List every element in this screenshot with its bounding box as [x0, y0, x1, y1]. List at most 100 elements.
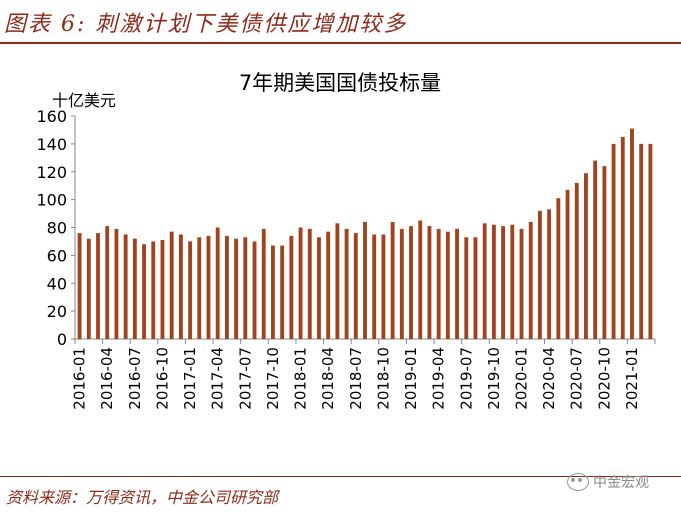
bar — [344, 228, 349, 339]
x-tick-label: 2021-01 — [623, 347, 641, 410]
bar — [436, 228, 441, 339]
bar-chart: 7年期美国国债投标量 十亿美元 0 20 40 60 80 100 120 140 160 201… — [36, 71, 656, 410]
bar — [519, 228, 524, 339]
x-tick-label: 2020-04 — [540, 347, 558, 410]
bar — [399, 228, 404, 339]
bar — [142, 244, 146, 339]
chart-title: 7年期美国国债投标量 — [239, 71, 441, 95]
x-tick-label: 2020-01 — [513, 347, 531, 410]
x-tick-label: 2016-01 — [71, 347, 89, 410]
x-tick-label: 2017-10 — [264, 347, 282, 410]
source-note: 资料来源：万得资讯，中金公司研究部 — [6, 488, 279, 507]
bar — [620, 136, 625, 339]
bar — [593, 160, 598, 339]
bar — [381, 234, 386, 339]
x-tick-label: 2019-04 — [430, 347, 448, 410]
x-tick-label: 2017-01 — [181, 347, 199, 410]
bar — [611, 143, 616, 340]
watermark: 中金宏观 — [567, 472, 649, 492]
bar — [188, 241, 193, 339]
bars — [77, 128, 653, 340]
x-tick-label: 2019-07 — [457, 347, 475, 410]
bar — [630, 128, 634, 339]
bar — [178, 234, 183, 339]
bar — [206, 235, 211, 339]
axes: 0 20 40 60 80 100 120 140 160 2016-01 2016-04 2016-… — [36, 107, 656, 410]
bar — [528, 221, 533, 339]
bar — [390, 221, 395, 339]
bar — [96, 233, 100, 339]
bar — [482, 223, 487, 339]
footer-divider — [0, 476, 681, 477]
x-tick-label: 2016-10 — [153, 347, 171, 410]
bar — [132, 238, 137, 339]
bar — [197, 237, 202, 339]
x-tick-label: 2018-07 — [347, 347, 365, 410]
wechat-icon — [567, 473, 589, 491]
bar — [602, 166, 607, 339]
bar — [335, 223, 340, 339]
title-divider — [0, 42, 681, 44]
bar — [169, 231, 174, 339]
y-tick-label: 140 — [36, 135, 67, 154]
bar — [537, 210, 542, 339]
bar — [224, 235, 229, 339]
bar — [565, 189, 570, 339]
bar — [584, 173, 588, 339]
x-tick-label: 2019-10 — [485, 347, 503, 410]
x-tick-label: 2020-10 — [595, 347, 613, 410]
x-tick-label: 2016-07 — [126, 347, 144, 410]
bar — [289, 235, 294, 339]
y-tick-label: 80 — [47, 219, 67, 238]
x-tick-label: 2017-04 — [209, 347, 227, 410]
y-tick-label: 40 — [47, 274, 67, 293]
x-tick-label: 2018-04 — [319, 347, 337, 410]
x-tick-label: 2018-01 — [292, 347, 310, 410]
bar — [574, 182, 579, 339]
bar — [160, 240, 165, 339]
bar — [501, 226, 506, 339]
bar — [427, 226, 432, 339]
y-tick-label: 20 — [47, 302, 67, 321]
bar — [243, 237, 248, 339]
bar — [317, 237, 321, 339]
y-axis-label: 十亿美元 — [52, 91, 116, 110]
figure-title: 图表 6: 刺激计划下美债供应增加较多 — [4, 12, 408, 37]
x-tick-label: 2016-04 — [98, 347, 116, 410]
bar — [464, 237, 469, 339]
bar — [326, 231, 331, 339]
bar — [353, 233, 358, 339]
bar — [455, 228, 459, 339]
bar — [215, 227, 220, 339]
bar — [363, 221, 367, 339]
bar — [234, 238, 239, 339]
bar — [648, 143, 653, 340]
bar — [252, 241, 257, 339]
bar — [261, 228, 266, 339]
x-tick-label: 2019-01 — [402, 347, 420, 410]
bar — [409, 226, 413, 339]
y-tick-label: 60 — [47, 246, 67, 265]
bar — [639, 143, 644, 340]
y-tick-label: 120 — [36, 163, 67, 182]
bar — [105, 226, 110, 339]
bar — [418, 220, 423, 339]
bar — [151, 241, 156, 339]
x-tick-label: 2020-07 — [568, 347, 586, 410]
bar — [280, 245, 285, 339]
y-tick-label: 100 — [36, 191, 67, 210]
y-tick-label: 0 — [57, 330, 67, 349]
bar — [114, 228, 119, 339]
x-tick-label: 2018-10 — [374, 347, 392, 410]
bar — [556, 198, 561, 339]
bar — [123, 234, 128, 339]
watermark-text: 中金宏观 — [593, 475, 649, 491]
bar — [271, 245, 275, 339]
bar — [473, 237, 478, 339]
bar — [86, 238, 91, 339]
bar — [372, 234, 377, 339]
bar — [445, 231, 450, 339]
bar — [307, 228, 312, 339]
bar — [510, 224, 515, 339]
bar — [298, 227, 303, 339]
